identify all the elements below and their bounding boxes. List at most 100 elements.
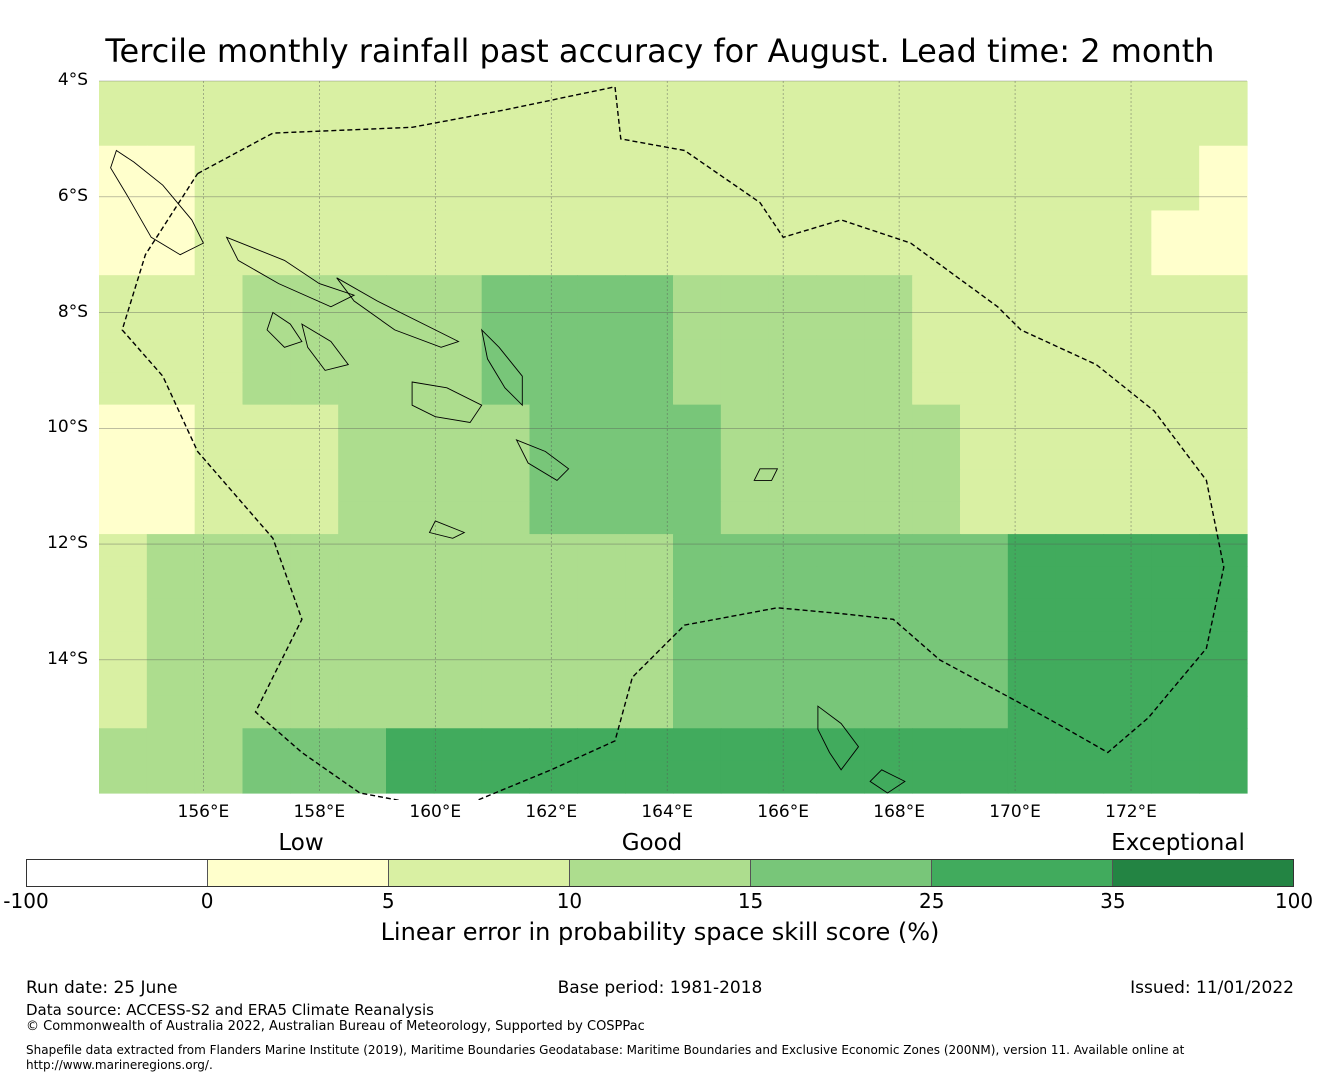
skill-cell — [912, 501, 961, 535]
skill-cell — [146, 534, 196, 568]
skill-cell — [720, 437, 770, 470]
skill-cell — [99, 81, 148, 114]
island-coastline — [110, 149, 205, 256]
skill-cell — [386, 566, 435, 600]
skill-cell — [1199, 404, 1248, 438]
skill-cell — [864, 437, 913, 470]
skill-cell — [768, 404, 818, 438]
skill-cell — [146, 566, 196, 600]
skill-cell — [242, 307, 291, 341]
skill-cell — [290, 728, 339, 762]
skill-cell — [1151, 178, 1200, 212]
skill-cell — [1055, 437, 1105, 470]
skill-cell — [242, 404, 291, 438]
skill-cell — [99, 339, 148, 373]
skill-cell — [768, 437, 818, 470]
skill-cell — [290, 534, 339, 568]
skill-cell — [1055, 631, 1105, 665]
skill-cell — [433, 113, 483, 147]
skill-cell — [577, 728, 626, 762]
skill-cell — [386, 437, 435, 470]
skill-cell — [386, 598, 435, 632]
skill-cell — [338, 339, 387, 373]
skill-cell — [1007, 598, 1057, 632]
skill-cell — [99, 534, 148, 568]
skill-cell — [577, 566, 626, 600]
skill-cell — [960, 760, 1009, 794]
skill-cell — [625, 631, 674, 665]
skill-cell — [1007, 113, 1057, 147]
skill-cell — [99, 663, 148, 697]
skill-cell — [433, 81, 483, 114]
skill-cell — [720, 728, 770, 762]
skill-cell — [673, 501, 722, 535]
skill-cell — [673, 663, 722, 697]
skill-cell — [1007, 501, 1057, 535]
skill-cell — [577, 760, 626, 794]
skill-cell — [960, 728, 1009, 762]
skill-cell — [1055, 534, 1105, 568]
skill-cell — [673, 339, 722, 373]
skill-cell — [1103, 566, 1152, 600]
skill-cell — [433, 501, 483, 535]
skill-cell — [912, 663, 961, 697]
skill-cell — [194, 275, 244, 309]
skill-cell — [1103, 631, 1152, 665]
skill-cell — [912, 469, 961, 503]
skill-cell — [481, 566, 531, 600]
skill-cell — [768, 307, 818, 341]
skill-cell — [1055, 210, 1105, 244]
skill-cell — [625, 598, 674, 632]
skill-cell — [768, 210, 818, 244]
skill-cell — [720, 404, 770, 438]
skill-cell — [529, 145, 578, 179]
skill-cell — [386, 145, 435, 179]
skill-cell — [194, 566, 244, 600]
latitude-label: 12°S — [47, 533, 88, 554]
skill-cell — [1151, 469, 1200, 503]
colorbar-segment — [932, 860, 1113, 886]
data-source: Data source: ACCESS-S2 and ERA5 Climate … — [26, 1001, 434, 1019]
skill-cell — [768, 113, 818, 147]
skill-cell — [816, 81, 865, 114]
skill-cell — [1199, 760, 1248, 794]
skill-cell — [242, 372, 291, 406]
skill-cell — [577, 242, 626, 276]
skill-cell — [960, 534, 1009, 568]
skill-cell — [912, 242, 961, 276]
skill-cell — [290, 631, 339, 665]
skill-cell — [242, 695, 291, 729]
skill-cell — [1103, 113, 1152, 147]
skill-cell — [720, 663, 770, 697]
skill-cell — [1103, 242, 1152, 276]
skill-cell — [864, 566, 913, 600]
skill-cell — [386, 534, 435, 568]
shapefile-credit: Shapefile data extracted from Flanders M… — [26, 1043, 1185, 1057]
issued-date: Issued: 11/01/2022 — [1130, 978, 1294, 998]
skill-cell — [338, 210, 387, 244]
island-coastline — [411, 381, 483, 423]
skill-cell — [864, 339, 913, 373]
skill-cell — [99, 566, 148, 600]
skill-cell — [194, 178, 244, 212]
skill-cell — [481, 210, 531, 244]
colorbar-label: Linear error in probability space skill … — [380, 918, 940, 946]
skill-cell — [1199, 534, 1248, 568]
skill-cell — [577, 598, 626, 632]
skill-cell — [720, 631, 770, 665]
skill-cell — [673, 307, 722, 341]
colorbar-segment — [389, 860, 570, 886]
skill-cell — [481, 404, 531, 438]
skill-cell — [1103, 307, 1152, 341]
colorbar-segment — [27, 860, 208, 886]
skill-score-map — [99, 80, 1248, 800]
longitude-label: 172°E — [1105, 802, 1157, 822]
skill-cell — [1055, 404, 1105, 438]
skill-cell — [481, 501, 531, 535]
skill-cell — [864, 534, 913, 568]
skill-cell — [99, 404, 148, 438]
skill-cell — [194, 728, 244, 762]
skill-cell — [99, 728, 148, 762]
island-coastline — [753, 468, 779, 481]
skill-cell — [433, 598, 483, 632]
